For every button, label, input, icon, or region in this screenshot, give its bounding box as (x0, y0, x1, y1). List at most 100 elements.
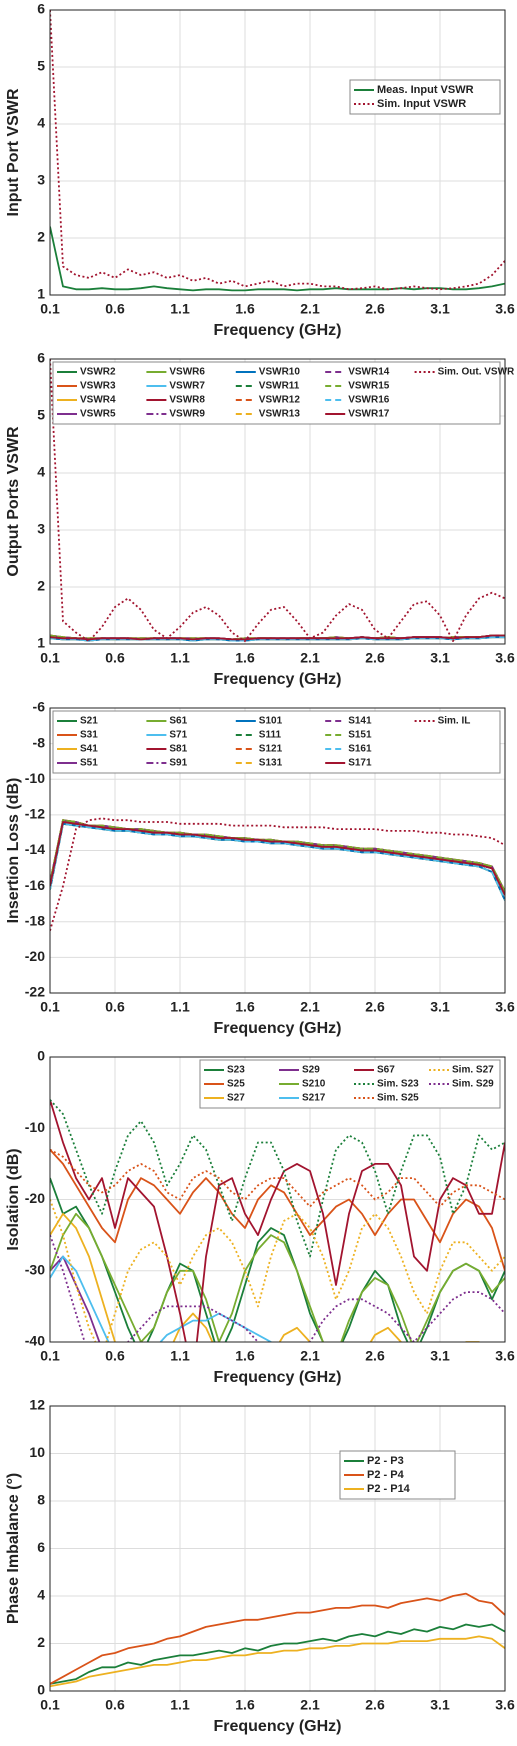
legend-label: VSWR11 (259, 381, 300, 392)
series-line (50, 1148, 505, 1272)
legend-label: S31 (80, 730, 98, 741)
y-tick-label: 5 (37, 407, 45, 423)
legend-label: VSWR10 (259, 367, 301, 378)
legend-label: P2 - P14 (367, 1483, 411, 1495)
legend-label: S29 (302, 1065, 320, 1076)
x-tick-label: 0.6 (105, 1697, 125, 1713)
y-tick-label: 10 (29, 1444, 45, 1460)
y-tick-label: -6 (33, 699, 46, 715)
y-tick-label: -20 (25, 948, 45, 964)
y-tick-label: -14 (25, 841, 45, 857)
legend-label: Sim. Out. VSWR (438, 367, 515, 378)
x-tick-label: 3.1 (430, 1348, 450, 1364)
legend-label: S23 (227, 1065, 245, 1076)
legend-label: VSWR14 (348, 367, 390, 378)
y-axis-label: Output Ports VSWR (5, 426, 22, 577)
legend-label: VSWR15 (348, 381, 390, 392)
x-tick-label: 2.6 (365, 650, 385, 666)
series-line (50, 1099, 505, 1258)
axes-frame (49, 1405, 506, 1692)
legend-label: VSWR13 (259, 409, 301, 420)
legend-label: Sim. IL (438, 716, 471, 727)
x-tick-label: 0.6 (105, 1348, 125, 1364)
legend-label: S121 (259, 744, 283, 755)
legend-label: S171 (348, 758, 372, 769)
y-axis-label: Isolation (dB) (5, 1148, 22, 1250)
legend-label: VSWR2 (80, 367, 116, 378)
legend-label: VSWR8 (169, 395, 205, 406)
y-tick-label: -20 (25, 1190, 45, 1206)
legend-box (199, 1059, 501, 1109)
y-axis-label: Input Port VSWR (5, 88, 22, 216)
legend-label: VSWR16 (348, 395, 390, 406)
legend-label: S141 (348, 716, 372, 727)
y-tick-label: 8 (37, 1492, 45, 1508)
x-tick-label: 2.6 (365, 999, 385, 1015)
legend-label: S217 (302, 1093, 326, 1104)
legend-box (339, 1450, 456, 1500)
legend-label: VSWR12 (259, 395, 301, 406)
legend-box (349, 79, 501, 115)
x-tick-label: 3.1 (430, 301, 450, 317)
plot-lines (50, 817, 505, 931)
series-line (50, 10, 505, 291)
legend-label: Sim. S29 (452, 1079, 494, 1090)
legend-label: S210 (302, 1079, 326, 1090)
series-line (50, 1148, 505, 1208)
x-tick-label: 3.6 (495, 1348, 515, 1364)
x-tick-label: 0.1 (40, 301, 60, 317)
y-tick-label: -8 (33, 734, 46, 750)
series-line (50, 1099, 505, 1342)
y-tick-label: 5 (37, 58, 45, 74)
legend-label: S131 (259, 758, 283, 769)
x-tick-label: 3.1 (430, 650, 450, 666)
series-line (50, 226, 505, 292)
x-tick-label: 1.1 (170, 1348, 190, 1364)
x-tick-label: 0.1 (40, 1348, 60, 1364)
legend-label: S81 (169, 744, 187, 755)
series-line (50, 634, 505, 641)
axes-frame (49, 1056, 506, 1343)
legend-label: S25 (227, 1079, 245, 1090)
series-line (50, 822, 505, 901)
legend-label: S111 (259, 730, 282, 741)
y-tick-label: -12 (25, 806, 45, 822)
legend-label: Sim. S27 (452, 1065, 494, 1076)
series-line (50, 1623, 505, 1685)
y-tick-label: -10 (25, 1119, 45, 1135)
y-tick-label: 6 (37, 1, 45, 17)
legend-label: S21 (80, 716, 98, 727)
legend-label: Sim. S25 (377, 1093, 419, 1104)
x-tick-label: 1.6 (235, 1697, 255, 1713)
legend-label: VSWR6 (169, 367, 205, 378)
legend-label: Sim. S23 (377, 1079, 419, 1090)
x-tick-label: 2.1 (300, 999, 320, 1015)
legend-label: P2 - P3 (367, 1455, 404, 1467)
series-line (50, 1234, 505, 1342)
y-tick-label: -18 (25, 912, 45, 928)
x-tick-label: 3.6 (495, 650, 515, 666)
plot-lines (50, 1592, 505, 1688)
legend-label: VSWR7 (169, 381, 205, 392)
legend-label: S51 (80, 758, 98, 769)
x-tick-label: 0.6 (105, 301, 125, 317)
legend-label: S41 (80, 744, 98, 755)
y-tick-label: 2 (37, 578, 45, 594)
x-tick-label: 3.6 (495, 1697, 515, 1713)
legend-label: VSWR4 (80, 395, 116, 406)
legend-label: S61 (169, 716, 187, 727)
y-tick-label: 2 (37, 1634, 45, 1650)
y-axis-label: Insertion Loss (dB) (5, 778, 22, 924)
x-axis-label: Frequency (GHz) (213, 1369, 341, 1386)
plot-lines (50, 1099, 505, 1342)
x-tick-label: 1.6 (235, 1348, 255, 1364)
legend-label: VSWR3 (80, 381, 116, 392)
x-tick-label: 0.1 (40, 999, 60, 1015)
y-tick-label: 6 (37, 350, 45, 366)
y-axis-label: Phase Imbalance (°) (5, 1473, 22, 1624)
y-tick-label: -16 (25, 877, 45, 893)
y-tick-label: 3 (37, 521, 45, 537)
y-tick-label: 4 (37, 464, 45, 480)
y-tick-label: -10 (25, 770, 45, 786)
